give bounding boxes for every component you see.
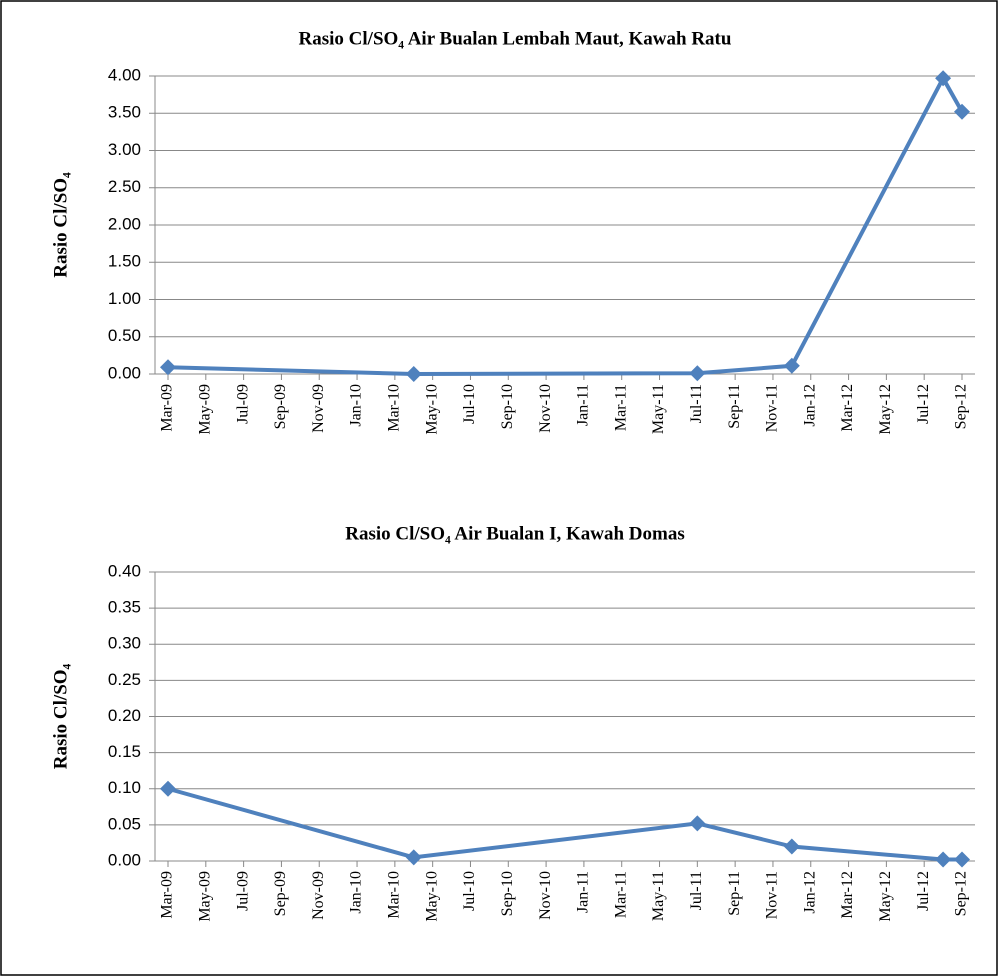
x-tick-label: Sep-12 <box>953 871 970 916</box>
y-tick-label: 2.00 <box>108 214 141 233</box>
y-tick-label: 2.50 <box>108 177 141 196</box>
data-point <box>405 849 422 866</box>
y-tick-label: 0.25 <box>108 670 141 689</box>
y-tick-label: 0.40 <box>108 561 141 580</box>
x-tick-label: May-09 <box>196 384 213 435</box>
y-tick-label: 0.10 <box>108 778 141 797</box>
x-tick-label: May-10 <box>423 384 440 435</box>
data-point <box>783 838 800 855</box>
x-tick-label: Mar-11 <box>612 384 629 431</box>
x-tick-label: Jul-10 <box>461 384 478 424</box>
x-tick-label: Jul-12 <box>915 384 932 424</box>
y-axis-label: Rasio Cl/SO₄ <box>50 663 71 769</box>
x-tick-label: Mar-09 <box>159 384 176 432</box>
x-tick-label: Jul-12 <box>915 871 932 911</box>
y-tick-label: 0.30 <box>108 634 141 653</box>
y-tick-label: 0.15 <box>108 742 141 761</box>
x-tick-label: Jul-09 <box>234 384 251 424</box>
chart-title: Rasio Cl/SO₄ Air Bualan Lembah Maut, Kaw… <box>299 28 732 49</box>
y-tick-label: 1.00 <box>108 289 141 308</box>
x-tick-label: May-12 <box>877 871 894 922</box>
x-tick-label: Sep-11 <box>726 871 743 916</box>
data-point <box>160 780 176 797</box>
x-tick-label: Jan-12 <box>801 871 818 914</box>
x-tick-label: Mar-12 <box>839 871 856 919</box>
y-tick-label: 3.00 <box>108 140 141 159</box>
x-tick-label: Mar-11 <box>612 871 629 918</box>
x-tick-label: Mar-10 <box>386 871 403 919</box>
y-tick-label: 4.00 <box>108 65 141 84</box>
x-tick-label: Nov-09 <box>310 871 327 920</box>
y-tick-label: 0.00 <box>108 363 141 382</box>
x-tick-label: Sep-09 <box>272 871 289 916</box>
x-tick-label: May-11 <box>650 871 667 921</box>
y-tick-label: 3.50 <box>108 103 141 122</box>
x-tick-label: Mar-09 <box>159 871 176 919</box>
x-tick-label: Jan-11 <box>575 871 592 913</box>
data-point <box>954 851 970 868</box>
data-line <box>167 74 964 377</box>
x-tick-label: Sep-10 <box>499 384 516 429</box>
x-tick-label: May-09 <box>196 871 213 922</box>
x-tick-label: Nov-09 <box>310 384 327 433</box>
x-tick-label: Mar-12 <box>839 384 856 432</box>
x-tick-label: Jul-09 <box>234 871 251 911</box>
y-axis-label: Rasio Cl/SO₄ <box>50 172 71 278</box>
y-tick-label: 0.20 <box>108 706 141 725</box>
x-tick-label: Jan-10 <box>348 384 365 427</box>
data-point <box>935 851 952 868</box>
data-point <box>954 103 970 120</box>
y-tick-label: 1.50 <box>108 252 141 271</box>
x-tick-label: Sep-12 <box>953 384 970 429</box>
data-point <box>935 70 952 87</box>
chart-title: Rasio Cl/SO₄ Air Bualan I, Kawah Domas <box>345 523 685 544</box>
data-point <box>689 365 706 382</box>
x-tick-label: Sep-10 <box>499 871 516 916</box>
y-tick-label: 0.35 <box>108 598 141 617</box>
x-tick-label: Sep-11 <box>726 384 743 429</box>
x-tick-label: Sep-09 <box>272 384 289 429</box>
x-tick-label: Nov-10 <box>537 871 554 920</box>
x-tick-label: Jul-10 <box>461 871 478 911</box>
data-point <box>160 359 176 376</box>
x-tick-label: Mar-10 <box>386 384 403 432</box>
x-tick-label: Jul-11 <box>688 871 705 910</box>
data-point <box>405 366 422 382</box>
y-tick-label: 0.50 <box>108 326 141 345</box>
y-tick-label: 0.05 <box>108 814 141 833</box>
data-point <box>689 815 706 832</box>
x-tick-label: Jan-10 <box>348 871 365 914</box>
x-tick-label: Nov-10 <box>537 384 554 433</box>
x-tick-label: Jan-11 <box>575 384 592 426</box>
x-tick-label: May-10 <box>423 871 440 922</box>
x-tick-label: Jan-12 <box>801 384 818 427</box>
x-tick-label: Nov-11 <box>764 384 781 432</box>
x-tick-label: Nov-11 <box>764 871 781 919</box>
y-tick-label: 0.00 <box>108 850 141 869</box>
x-tick-label: May-11 <box>650 384 667 434</box>
x-tick-label: May-12 <box>877 384 894 435</box>
x-tick-label: Jul-11 <box>688 384 705 423</box>
data-point <box>783 357 800 374</box>
